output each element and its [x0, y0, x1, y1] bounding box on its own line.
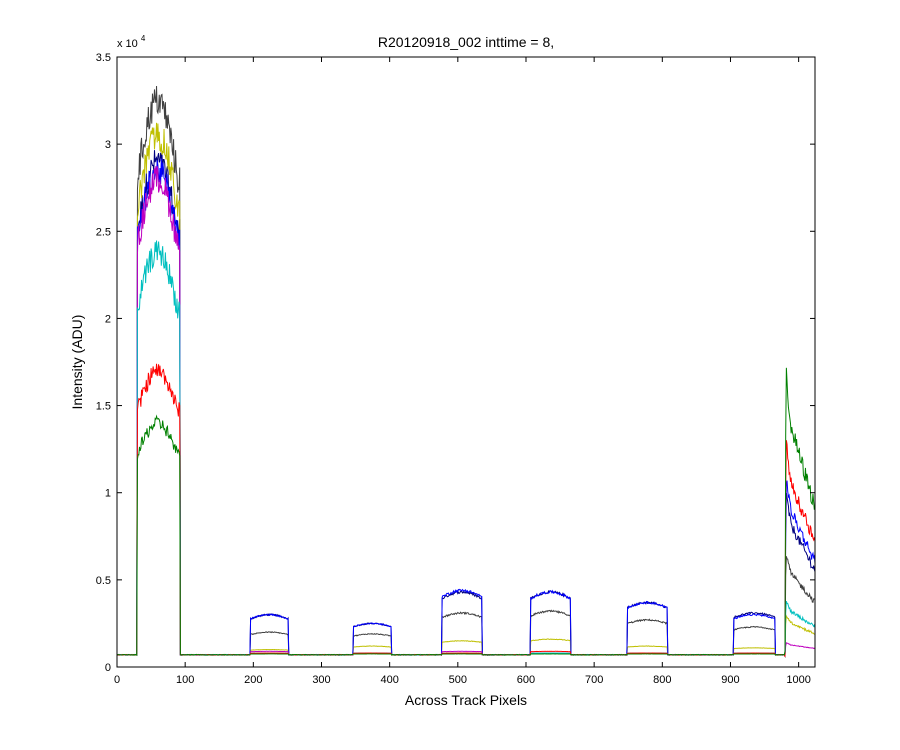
- y-tick-label: 3: [105, 139, 111, 151]
- plot-area: 0 100 200 300 400 500 600 700 800 900 1000 0 0.5 1 1.…: [96, 52, 816, 686]
- x-tick-label: 200: [244, 674, 262, 686]
- x-tick-label: 400: [380, 674, 398, 686]
- series-group: [116, 86, 816, 659]
- x-axis-label: Across Track Pixels: [405, 692, 527, 708]
- y-tick-label: 3.5: [96, 52, 111, 64]
- y-tick-label: 2.5: [96, 226, 111, 238]
- x-tick-label: 500: [449, 674, 467, 686]
- x-tick-label: 600: [517, 674, 535, 686]
- x-tick-label: 0: [114, 674, 120, 686]
- axes-frame: [116, 56, 816, 668]
- x-tick-label: 100: [176, 674, 194, 686]
- series-line-7: [116, 367, 816, 657]
- y-multiplier-exponent: 4: [141, 34, 146, 43]
- axes-background: [117, 57, 815, 667]
- y-tick-label: 1: [105, 488, 111, 500]
- chart-title: R20120918_002 inttime = 8,: [378, 34, 554, 50]
- y-axis-label: Intensity (ADU): [69, 315, 85, 410]
- x-tick-label: 900: [721, 674, 739, 686]
- y-axis-multiplier: x 10 4: [117, 34, 146, 50]
- y-axis-ticks: 0 0.5 1 1.5 2 2.5 3 3.5: [96, 52, 815, 674]
- y-tick-label: 1.5: [96, 401, 111, 413]
- x-axis-ticks: 0 100 200 300 400 500 600 700 800 900 1000: [114, 57, 811, 686]
- x-tick-label: 800: [653, 674, 671, 686]
- y-tick-label: 2: [105, 313, 111, 325]
- y-multiplier-base: x 10: [117, 38, 138, 50]
- y-tick-label: 0.5: [96, 575, 111, 587]
- y-tick-label: 0: [105, 662, 111, 674]
- x-tick-label: 700: [585, 674, 603, 686]
- x-tick-label: 1000: [786, 674, 810, 686]
- x-tick-label: 300: [312, 674, 330, 686]
